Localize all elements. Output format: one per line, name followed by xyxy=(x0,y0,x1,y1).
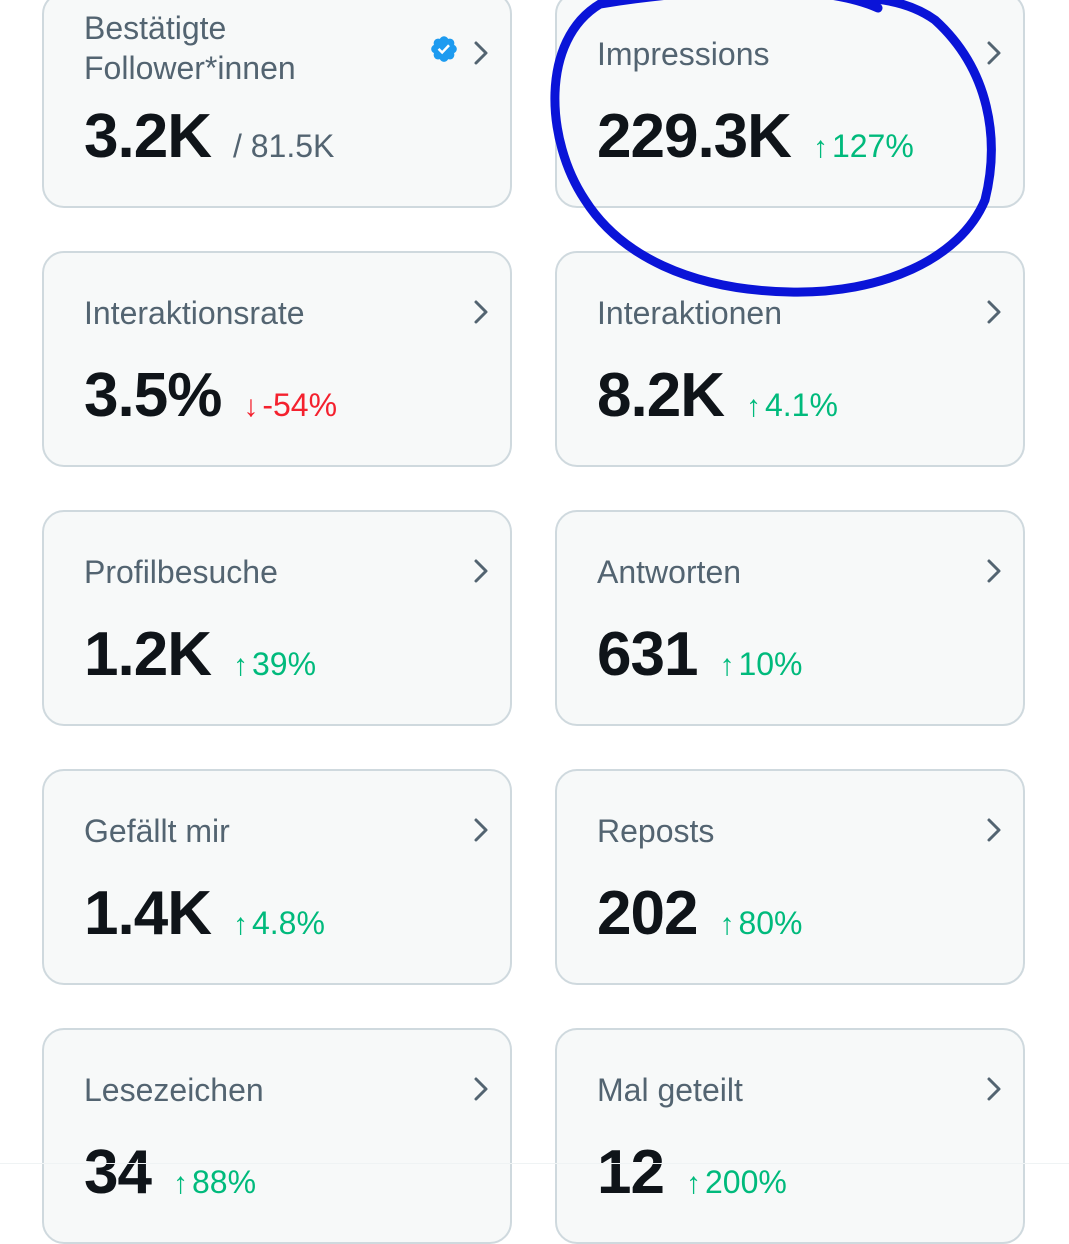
card-value: 34 xyxy=(84,1138,152,1207)
card-label: Gefällt mir xyxy=(84,813,230,849)
bottom-divider xyxy=(0,1163,1069,1164)
card-likes[interactable]: Gefällt mir 1.4K ↑ 4.8% xyxy=(42,769,512,985)
card-delta: ↑ 88% xyxy=(173,1164,256,1201)
card-delta-value: 88% xyxy=(191,1164,257,1200)
chevron-right-icon[interactable] xyxy=(981,38,1007,68)
card-profile-visits[interactable]: Profilbesuche 1.2K ↑ 39% xyxy=(42,510,512,726)
card-delta: ↑ 4.1% xyxy=(746,387,838,424)
card-value-row: 3.5% ↓ -54% xyxy=(84,363,337,429)
card-delta: ↑ 10% xyxy=(719,646,802,683)
card-delta-value: 39% xyxy=(251,646,317,682)
card-label: Reposts xyxy=(597,813,715,849)
card-label: Mal geteilt xyxy=(597,1072,743,1108)
card-delta-value: 200% xyxy=(704,1164,787,1200)
card-delta: ↑ 39% xyxy=(233,646,316,683)
card-shares[interactable]: Mal geteilt 12 ↑ 200% xyxy=(555,1028,1025,1244)
chevron-right-icon[interactable] xyxy=(981,556,1007,586)
card-label: Impressions xyxy=(597,36,770,72)
chevron-right-icon[interactable] xyxy=(981,297,1007,327)
card-label: Interaktionen xyxy=(597,295,783,331)
card-delta-value: 127% xyxy=(831,128,914,164)
card-delta: ↑ 200% xyxy=(686,1164,787,1201)
card-engagements[interactable]: Interaktionen 8.2K ↑ 4.1% xyxy=(555,251,1025,467)
card-bookmarks[interactable]: Lesezeichen 34 ↑ 88% xyxy=(42,1028,512,1244)
card-label: Bestätigte Follower*innen xyxy=(84,8,296,88)
card-value-row: 1.4K ↑ 4.8% xyxy=(84,881,325,947)
card-value-row: 12 ↑ 200% xyxy=(597,1140,787,1206)
chevron-right-icon[interactable] xyxy=(468,297,494,327)
card-total: / 81.5K xyxy=(232,128,335,164)
card-replies[interactable]: Antworten 631 ↑ 10% xyxy=(555,510,1025,726)
card-value-row: 8.2K ↑ 4.1% xyxy=(597,363,838,429)
arrow-up-icon: ↑ xyxy=(232,908,248,941)
card-value: 8.2K xyxy=(597,361,725,430)
card-value-row: 34 ↑ 88% xyxy=(84,1140,256,1206)
card-value: 3.2K xyxy=(84,102,212,171)
card-label-line-1: Bestätigte xyxy=(84,10,227,46)
card-delta-value: 10% xyxy=(738,646,803,682)
arrow-up-icon: ↑ xyxy=(172,1167,188,1200)
arrow-up-icon: ↑ xyxy=(719,908,735,941)
verified-badge-icon xyxy=(431,36,457,62)
chevron-right-icon[interactable] xyxy=(468,815,494,845)
card-delta: ↓ -54% xyxy=(243,387,337,424)
card-engagement-rate[interactable]: Interaktionsrate 3.5% ↓ -54% xyxy=(42,251,512,467)
chevron-right-icon[interactable] xyxy=(468,38,494,68)
arrow-up-icon: ↑ xyxy=(232,649,248,682)
card-label: Antworten xyxy=(597,554,742,590)
card-verified-followers[interactable]: Bestätigte Follower*innen 3.2K / 81.5K xyxy=(42,0,512,208)
arrow-up-icon: ↑ xyxy=(719,649,735,682)
card-value-row: 229.3K ↑ 127% xyxy=(597,104,914,170)
card-delta-value: 80% xyxy=(738,905,803,941)
card-value: 12 xyxy=(597,1138,665,1207)
card-value-row: 1.2K ↑ 39% xyxy=(84,622,316,688)
chevron-right-icon[interactable] xyxy=(468,1074,494,1104)
card-impressions[interactable]: Impressions 229.3K ↑ 127% xyxy=(555,0,1025,208)
card-delta: ↑ 127% xyxy=(813,128,914,165)
card-value-row: 631 ↑ 10% xyxy=(597,622,803,688)
card-label: Interaktionsrate xyxy=(84,295,305,331)
card-label-line-2: Follower*innen xyxy=(84,50,296,86)
card-delta-value: 4.8% xyxy=(251,905,325,941)
card-value: 631 xyxy=(597,620,698,689)
card-delta-value: 4.1% xyxy=(764,387,838,423)
card-label: Profilbesuche xyxy=(84,554,278,590)
card-value: 3.5% xyxy=(84,361,222,430)
card-value: 1.2K xyxy=(84,620,212,689)
card-value: 229.3K xyxy=(597,102,792,171)
card-reposts[interactable]: Reposts 202 ↑ 80% xyxy=(555,769,1025,985)
card-label: Lesezeichen xyxy=(84,1072,264,1108)
chevron-right-icon[interactable] xyxy=(468,556,494,586)
card-value-row: 3.2K / 81.5K xyxy=(84,104,334,170)
arrow-up-icon: ↑ xyxy=(685,1167,701,1200)
card-delta-value: -54% xyxy=(262,387,338,423)
card-value-row: 202 ↑ 80% xyxy=(597,881,803,947)
chevron-right-icon[interactable] xyxy=(981,815,1007,845)
arrow-up-icon: ↑ xyxy=(812,131,828,164)
card-value: 202 xyxy=(597,879,698,948)
chevron-right-icon[interactable] xyxy=(981,1074,1007,1104)
arrow-up-icon: ↑ xyxy=(745,390,761,423)
arrow-down-icon: ↓ xyxy=(243,390,259,423)
card-delta: ↑ 80% xyxy=(719,905,802,942)
card-delta: ↑ 4.8% xyxy=(233,905,325,942)
card-value: 1.4K xyxy=(84,879,212,948)
